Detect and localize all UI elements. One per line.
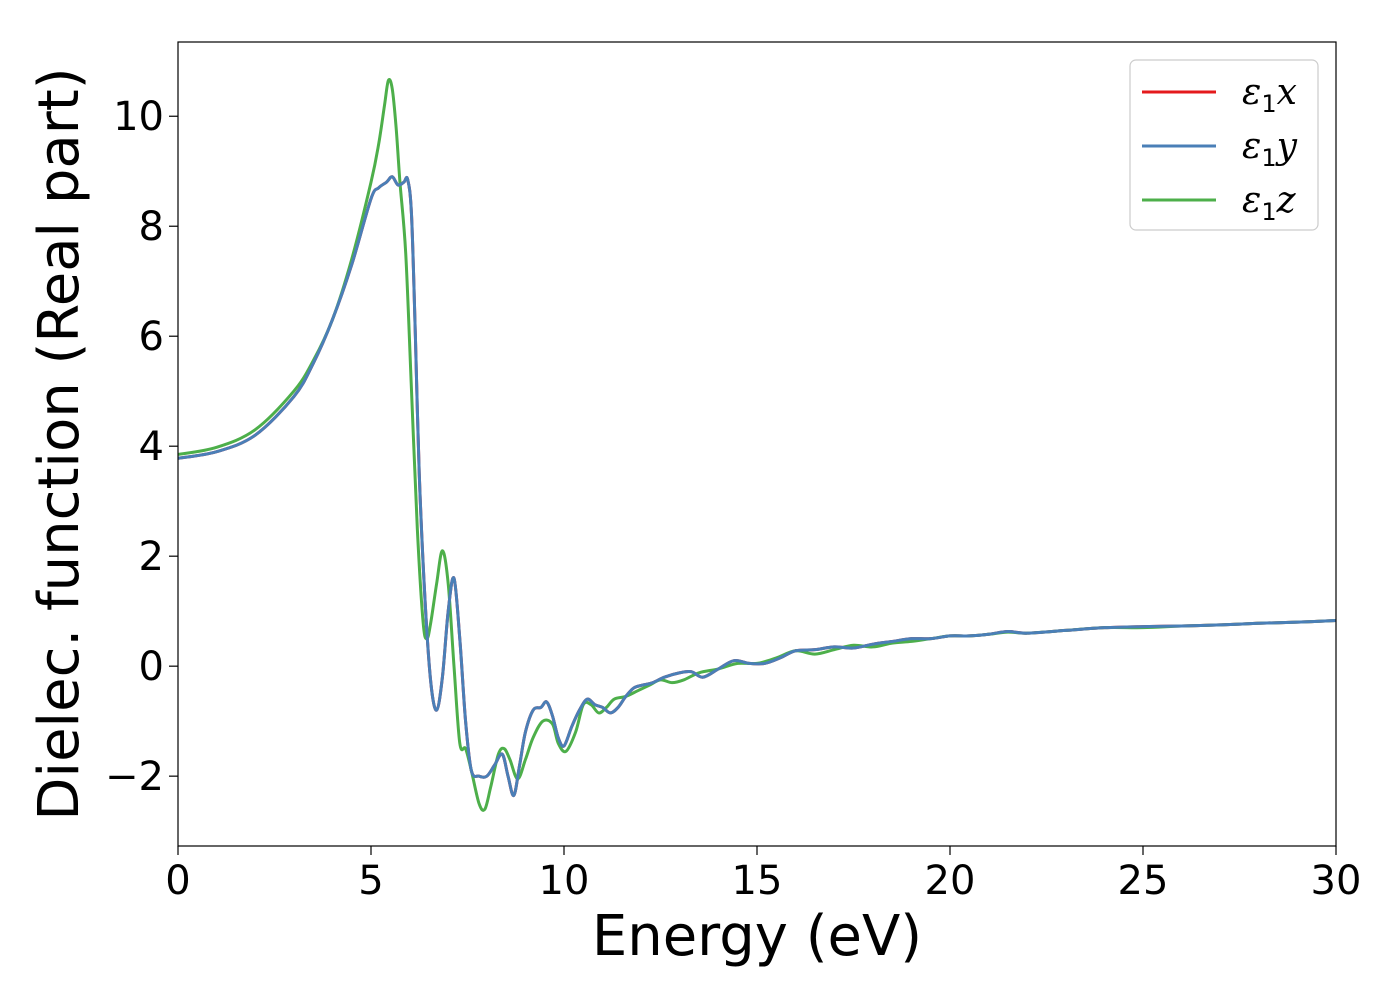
y-tick-label: −2 [105,754,164,800]
x-axis: 0 5 10 15 20 25 30 [165,846,1361,904]
y-axis: −2 0 2 4 6 8 10 [105,94,178,800]
x-tick-label: 20 [925,858,976,904]
legend-box [1129,59,1319,231]
y-tick-label: 2 [139,534,164,580]
x-tick-label: 5 [358,858,383,904]
x-tick-label: 0 [165,858,190,904]
x-tick-label: 15 [732,858,783,904]
y-tick-label: 8 [139,204,164,250]
legend: ε1x ε1y ε1z [1129,59,1319,231]
legend-items: ε1x ε1y ε1z [1142,72,1298,226]
x-tick-label: 10 [539,858,590,904]
legend-label-z: ε1z [1242,180,1297,226]
x-tick-label: 30 [1311,858,1362,904]
series-layer [178,78,1336,812]
legend-label-x: ε1x [1242,72,1297,118]
y-tick-label: 4 [139,424,164,470]
y-tick-label: 6 [139,314,164,360]
y-tick-label: 10 [113,94,164,140]
y-tick-label: 0 [139,644,164,690]
x-axis-title: Energy (eV) [592,904,922,969]
x-tick-label: 25 [1118,858,1169,904]
series-line-y [178,175,1336,797]
legend-label-y: ε1y [1242,126,1298,172]
y-axis-title: Dielec. function (Real part) [27,67,92,820]
